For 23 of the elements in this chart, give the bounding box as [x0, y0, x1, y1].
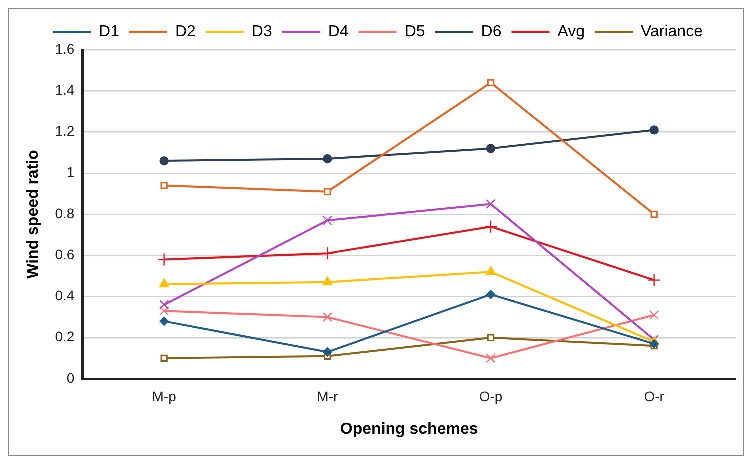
- y-tick-label: 0.2: [55, 328, 75, 345]
- x-tick-label: M-p: [152, 388, 177, 404]
- y-tick-label: 1.4: [55, 82, 75, 98]
- y-tick-label: 1.6: [55, 40, 75, 57]
- legend-label: D3: [252, 23, 272, 40]
- y-tick-label: 0.8: [55, 205, 75, 222]
- x-axis-title: Opening schemes: [340, 420, 478, 438]
- y-tick-label: 1: [66, 164, 75, 180]
- legend-label: Avg: [558, 23, 586, 40]
- y-tick-label: 1.2: [55, 123, 75, 140]
- x-tick-label: M-r: [317, 388, 338, 404]
- x-tick-label: O-r: [644, 388, 665, 404]
- y-tick-label: 0.4: [55, 288, 75, 304]
- legend-label: D5: [404, 23, 426, 40]
- y-tick-label: 0.6: [55, 246, 75, 262]
- legend-label: D4: [328, 23, 349, 40]
- legend-label: D6: [481, 23, 502, 40]
- y-tick-label: 0: [66, 370, 75, 386]
- legend-label: D1: [99, 23, 120, 40]
- legend-label: Variance: [641, 23, 704, 40]
- x-tick-label: O-p: [479, 388, 503, 404]
- y-axis-title: Wind speed ratio: [25, 150, 42, 279]
- legend-label: D2: [175, 23, 196, 40]
